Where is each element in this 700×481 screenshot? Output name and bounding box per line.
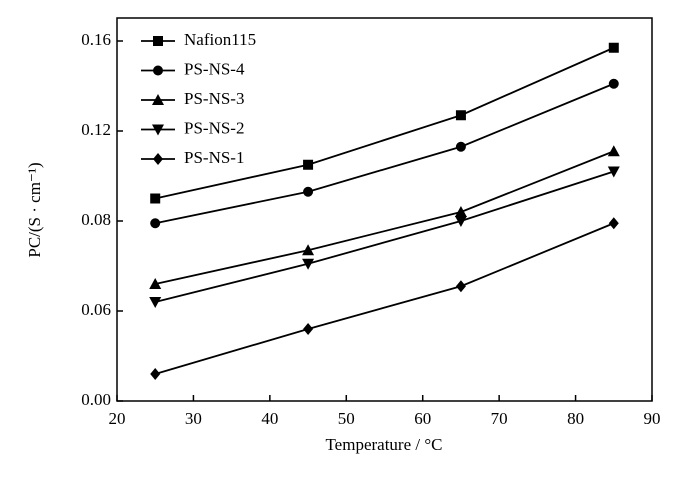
plot-frame [116, 17, 653, 402]
marker [303, 186, 314, 197]
y-tick-label: 0.16 [81, 30, 111, 49]
marker [455, 280, 466, 293]
legend-label: PS-NS-4 [184, 59, 245, 78]
x-tick-label: 90 [644, 409, 661, 428]
marker [455, 110, 466, 121]
marker [608, 217, 619, 230]
legend-label: PS-NS-3 [184, 89, 244, 108]
legend-marker [152, 124, 164, 136]
marker [149, 297, 162, 308]
series-line [155, 82, 615, 225]
marker [303, 159, 314, 170]
marker [454, 206, 467, 217]
marker [608, 78, 619, 89]
x-axis-label: Temperature / °C [325, 435, 442, 454]
x-tick-label: 60 [414, 409, 431, 428]
series-line [155, 46, 615, 200]
marker [150, 193, 161, 204]
x-tick-label: 20 [109, 409, 126, 428]
marker [150, 368, 161, 380]
marker [303, 323, 314, 335]
x-tick-label: 70 [491, 409, 508, 428]
x-tick-label: 40 [261, 409, 278, 428]
legend-marker [153, 153, 163, 165]
marker [608, 42, 619, 53]
y-tick-label: 0.12 [81, 120, 111, 139]
legend-marker [152, 94, 164, 105]
y-axis-label: PC/(S · cm⁻¹) [25, 162, 44, 257]
marker [607, 166, 620, 178]
series-line [154, 222, 615, 375]
x-tick-label: 30 [185, 409, 202, 428]
x-tick-label: 50 [338, 409, 355, 428]
y-tick-label: 0.06 [81, 300, 111, 319]
legend-label: PS-NS-1 [184, 148, 244, 167]
marker [607, 145, 620, 157]
legend-marker [153, 36, 163, 46]
marker [455, 141, 466, 152]
y-tick-label: 0.00 [81, 390, 111, 409]
marker [302, 258, 315, 270]
marker [302, 244, 315, 256]
marker [454, 216, 467, 227]
series-line [155, 150, 615, 285]
y-tick-label: 0.08 [81, 210, 111, 229]
marker [149, 278, 162, 289]
legend-label: Nafion115 [184, 30, 256, 49]
series-line [154, 170, 615, 303]
x-tick-label: 80 [567, 409, 584, 428]
legend-label: PS-NS-2 [184, 118, 244, 137]
legend-marker [153, 65, 163, 76]
marker [150, 218, 161, 229]
